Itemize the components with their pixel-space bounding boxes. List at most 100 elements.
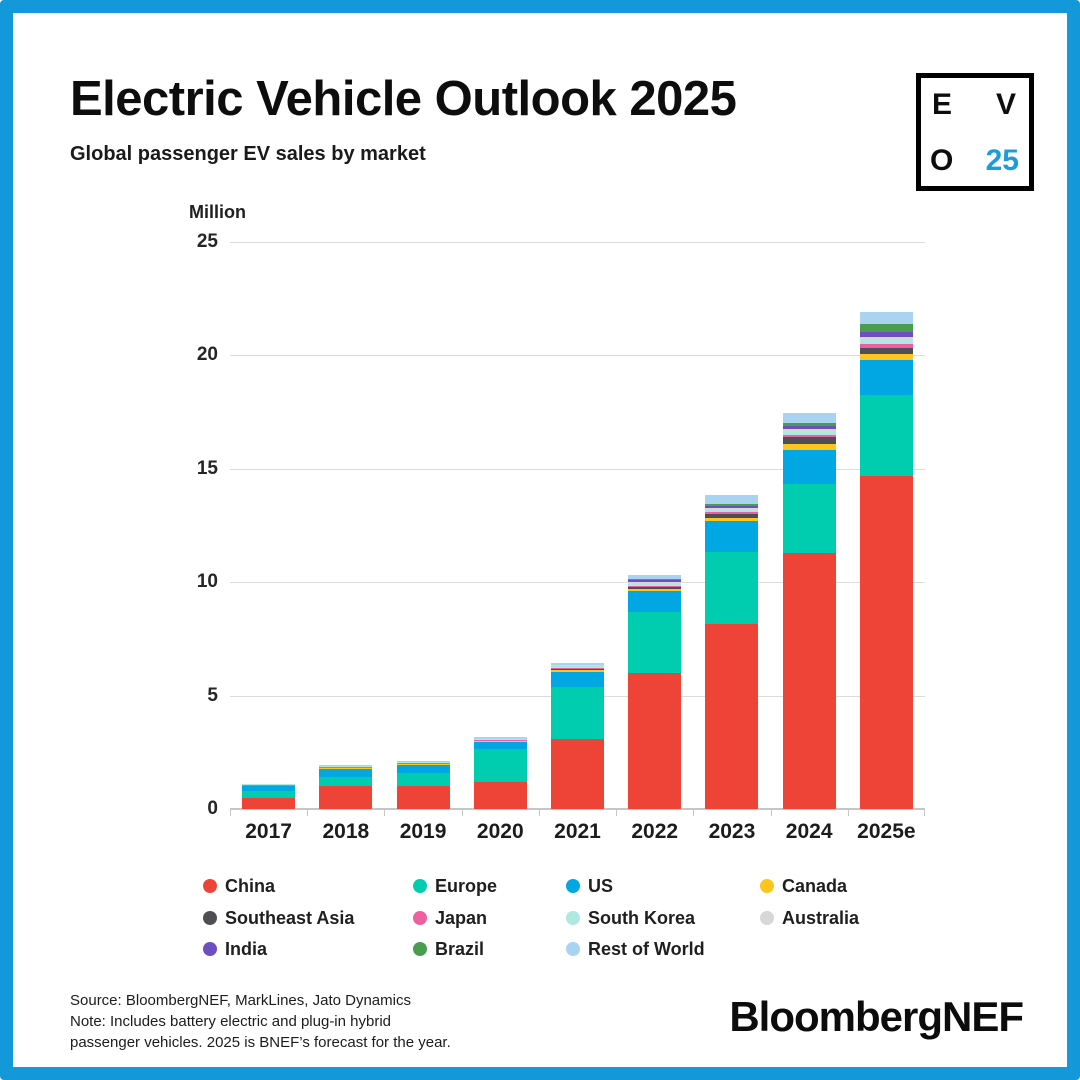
segment-2023-europe (705, 551, 759, 625)
legend-dot-icon (413, 911, 427, 925)
segment-2022-india (628, 580, 682, 582)
evo25-logo: E V O 25 (916, 73, 1034, 191)
legend-item-europe: Europe (413, 875, 497, 897)
segment-2024-south-korea (782, 432, 836, 435)
segment-2023-rest-of-world (705, 495, 759, 505)
segment-2022-us (628, 591, 682, 612)
legend-dot-icon (760, 911, 774, 925)
segment-2021-japan (551, 667, 604, 670)
segment-2018-rest-of-world (319, 765, 373, 766)
x-axis-tick (770, 809, 772, 816)
segment-2024-rest-of-world (782, 412, 836, 423)
y-axis-label-10: 10 (196, 571, 218, 593)
segment-2025e-southeast-asia (859, 347, 913, 355)
bar-2020 (473, 737, 527, 809)
x-axis-tick (307, 809, 309, 816)
stacked-bar-chart (230, 242, 925, 816)
segment-2020-south-korea (473, 738, 527, 741)
legend-label: Australia (782, 907, 860, 928)
gridline-15 (230, 468, 925, 470)
legend-item-japan: Japan (413, 907, 487, 929)
segment-2018-us (319, 769, 373, 778)
segment-2019-rest-of-world (396, 761, 450, 763)
segment-2018-europe (319, 777, 373, 787)
segment-2022-australia (628, 581, 682, 583)
x-axis-label-2020: 2020 (476, 820, 524, 843)
legend-dot-icon (566, 879, 580, 893)
segment-2024-india (782, 426, 836, 430)
segment-2023-india (705, 505, 759, 508)
x-axis-label-2019: 2019 (399, 820, 447, 843)
segment-2024-japan (782, 434, 836, 438)
legend-label: Europe (435, 875, 498, 896)
segment-2025e-china (859, 475, 913, 809)
segment-2025e-south-korea (859, 340, 913, 344)
legend-dot-icon (203, 942, 217, 956)
segment-2023-us (705, 521, 759, 552)
segment-2021-canada (551, 669, 604, 672)
segment-2023-china (705, 624, 759, 809)
legend-dot-icon (413, 942, 427, 956)
y-axis-label-20: 20 (196, 344, 218, 366)
y-axis-label-5: 5 (207, 684, 218, 706)
bar-2021 (551, 662, 604, 809)
segment-2022-japan (628, 585, 682, 587)
segment-2024-southeast-asia (782, 437, 836, 444)
segment-2022-southeast-asia (628, 586, 682, 589)
x-axis-line (230, 808, 925, 810)
x-axis-label-2021: 2021 (554, 820, 601, 843)
bar-2018 (319, 765, 373, 809)
segment-2024-brazil (782, 422, 836, 427)
segment-2024-china (782, 552, 836, 809)
legend-item-india: India (203, 938, 267, 960)
segment-2017-europe (242, 790, 296, 798)
segment-2025e-brazil (859, 324, 913, 332)
legend-item-china: China (203, 875, 275, 897)
segment-2017-japan (242, 784, 296, 786)
gridline-25 (230, 242, 925, 243)
segment-2025e-japan (859, 343, 913, 348)
bar-2024 (782, 412, 836, 809)
x-axis-label-2018: 2018 (322, 820, 370, 843)
x-axis-label-2024: 2024 (785, 820, 833, 843)
legend-dot-icon (760, 879, 774, 893)
legend-label: India (225, 938, 268, 959)
segment-2020-japan (473, 740, 527, 741)
legend-label: Southeast Asia (225, 907, 355, 928)
segment-2020-rest-of-world (473, 737, 527, 739)
x-axis-label-2025e: 2025e (857, 820, 916, 843)
segment-2025e-india (859, 331, 913, 337)
segment-2022-rest-of-world (628, 574, 682, 580)
segment-2021-rest-of-world (551, 662, 604, 665)
segment-2019-us (396, 765, 450, 773)
segment-2023-australia (705, 507, 759, 510)
segment-2018-china (319, 786, 373, 809)
segment-2019-china (396, 786, 450, 809)
note-line-1: Note: Includes battery electric and plug… (70, 1013, 392, 1030)
segment-2025e-us (859, 359, 913, 396)
x-axis-tick (230, 809, 231, 816)
segment-2024-us (782, 449, 836, 484)
segment-2023-japan (705, 512, 759, 515)
legend-item-rest-of-world: Rest of World (566, 938, 705, 960)
evo-logo-letter-o: O (930, 144, 954, 177)
source-line: Source: BloombergNEF, MarkLines, Jato Dy… (70, 992, 411, 1009)
y-axis-unit-label: Million (189, 202, 246, 222)
note-line-2: passenger vehicles. 2025 is BNEF’s forec… (70, 1034, 451, 1051)
legend-label: Brazil (435, 938, 485, 959)
legend-dot-icon (203, 879, 217, 893)
x-axis-label-2017: 2017 (245, 820, 292, 843)
evo-logo-letter-e: E (932, 88, 953, 121)
x-axis-tick (924, 809, 925, 816)
segment-2020-us (473, 742, 527, 749)
segment-2022-china (628, 672, 682, 809)
x-axis-tick (693, 809, 695, 816)
segment-2022-brazil (628, 579, 682, 581)
y-axis-label-25: 25 (196, 231, 218, 252)
segment-2019-canada (396, 764, 450, 766)
x-axis-tick (384, 809, 386, 816)
x-axis-label-2022: 2022 (631, 820, 679, 843)
legend-label: South Korea (588, 907, 696, 928)
evo-logo-number-25: 25 (985, 144, 1019, 177)
segment-2022-canada (628, 588, 682, 592)
